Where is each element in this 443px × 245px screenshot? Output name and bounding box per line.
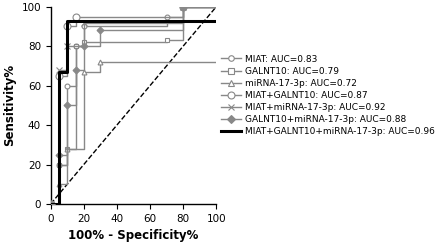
X-axis label: 100% - Specificity%: 100% - Specificity% bbox=[68, 229, 198, 242]
Legend: MIAT: AUC=0.83, GALNT10: AUC=0.79, miRNA-17-3p: AUC=0.72, MIAT+GALNT10: AUC=0.87: MIAT: AUC=0.83, GALNT10: AUC=0.79, miRNA… bbox=[218, 51, 439, 140]
Y-axis label: Sensitivity%: Sensitivity% bbox=[3, 64, 16, 147]
